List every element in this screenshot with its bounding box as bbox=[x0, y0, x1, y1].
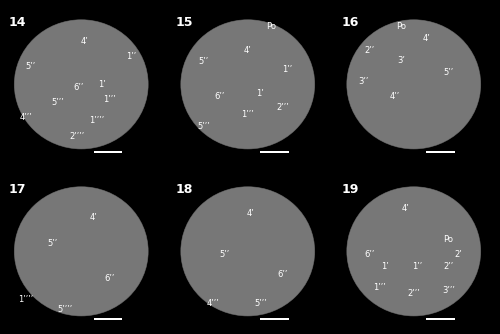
Text: 5’’’’: 5’’’’ bbox=[58, 305, 73, 314]
Text: 1’’’: 1’’’ bbox=[103, 95, 116, 104]
Text: 5’’: 5’’ bbox=[48, 239, 58, 248]
Text: 1’’: 1’’ bbox=[126, 52, 137, 61]
Text: 3’’: 3’’ bbox=[358, 77, 368, 86]
Text: 4’’: 4’’ bbox=[390, 92, 400, 101]
Text: 2’’’’: 2’’’’ bbox=[69, 132, 84, 141]
Text: 5’’’: 5’’’ bbox=[52, 98, 64, 107]
Text: 2’’: 2’’ bbox=[444, 262, 454, 271]
Text: 5’’: 5’’ bbox=[444, 68, 454, 77]
Text: 2’’: 2’’ bbox=[364, 46, 375, 55]
Text: 4’: 4’ bbox=[244, 46, 252, 55]
Text: 4’: 4’ bbox=[247, 209, 255, 218]
Text: 6’’: 6’’ bbox=[214, 92, 224, 101]
Text: 2’’’: 2’’’ bbox=[408, 289, 420, 298]
Text: 5’’: 5’’ bbox=[198, 57, 209, 66]
Text: 1’’’’: 1’’’’ bbox=[90, 116, 104, 125]
Bar bbox=[94, 318, 122, 320]
Text: 4’: 4’ bbox=[80, 37, 88, 46]
Text: 4’’’: 4’’’ bbox=[206, 299, 220, 308]
Ellipse shape bbox=[347, 20, 480, 149]
Text: 1’’: 1’’ bbox=[412, 262, 422, 271]
Text: 14: 14 bbox=[9, 16, 26, 29]
Text: Po: Po bbox=[444, 235, 454, 244]
Text: 2’’’: 2’’’ bbox=[276, 103, 289, 112]
Text: 6’’: 6’’ bbox=[104, 274, 115, 283]
Text: 6’’: 6’’ bbox=[277, 270, 287, 279]
Text: Po: Po bbox=[266, 22, 276, 31]
Text: 2’: 2’ bbox=[454, 250, 462, 259]
Text: 6’’: 6’’ bbox=[73, 83, 84, 92]
Ellipse shape bbox=[14, 187, 148, 316]
Text: 5’’’: 5’’’ bbox=[198, 122, 210, 131]
Ellipse shape bbox=[181, 187, 314, 316]
Bar bbox=[260, 318, 288, 320]
Text: 15: 15 bbox=[176, 16, 193, 29]
Bar bbox=[260, 151, 288, 153]
Text: 1’: 1’ bbox=[98, 80, 106, 89]
Text: 3’: 3’ bbox=[397, 55, 405, 64]
Text: 4’’’: 4’’’ bbox=[20, 113, 32, 122]
Bar bbox=[426, 151, 454, 153]
Text: 4’: 4’ bbox=[402, 204, 410, 213]
Bar bbox=[426, 318, 454, 320]
Text: 4’: 4’ bbox=[422, 34, 430, 43]
Text: 1’’’: 1’’’ bbox=[372, 283, 386, 292]
Text: 1’’’: 1’’’ bbox=[242, 110, 254, 119]
Text: 1’’’’: 1’’’’ bbox=[18, 296, 34, 305]
Bar bbox=[94, 151, 122, 153]
Ellipse shape bbox=[181, 20, 314, 149]
Text: 1’: 1’ bbox=[382, 262, 390, 271]
Ellipse shape bbox=[347, 187, 480, 316]
Text: 18: 18 bbox=[176, 183, 192, 196]
Text: 5’’’: 5’’’ bbox=[254, 299, 266, 308]
Text: 19: 19 bbox=[342, 183, 358, 196]
Text: 6’’: 6’’ bbox=[364, 250, 375, 259]
Text: 1’: 1’ bbox=[256, 89, 264, 98]
Text: 3’’’: 3’’’ bbox=[442, 286, 455, 295]
Text: 5’’: 5’’ bbox=[219, 250, 229, 259]
Text: 4’: 4’ bbox=[90, 213, 98, 222]
Text: 16: 16 bbox=[342, 16, 358, 29]
Text: 5’’: 5’’ bbox=[26, 61, 36, 70]
Text: 17: 17 bbox=[9, 183, 26, 196]
Ellipse shape bbox=[14, 20, 148, 149]
Text: Po: Po bbox=[396, 22, 406, 31]
Text: 1’’: 1’’ bbox=[282, 65, 292, 73]
